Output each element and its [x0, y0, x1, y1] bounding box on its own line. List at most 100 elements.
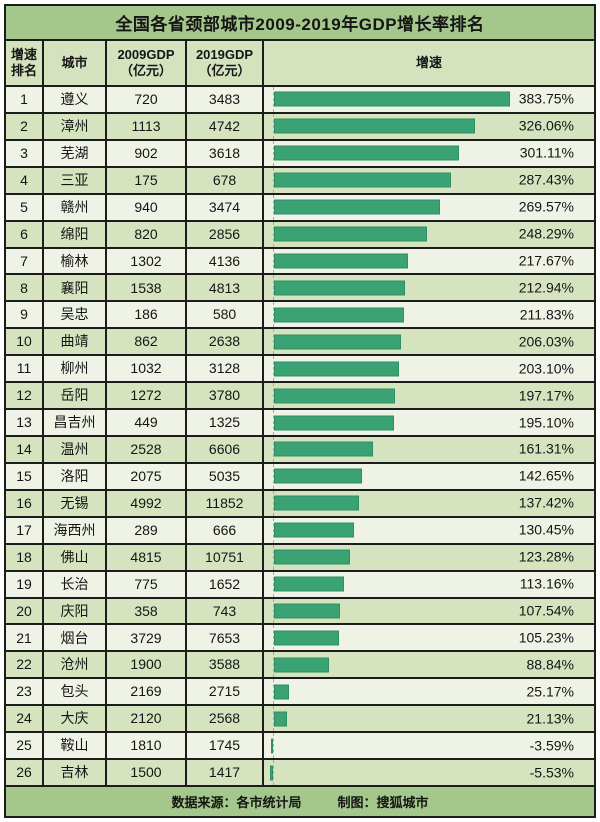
growth-percent-label: 21.13%: [526, 710, 574, 727]
gdp2019-cell: 1745: [187, 733, 264, 759]
gdp2009-cell: 358: [107, 598, 187, 624]
rank-cell: 5: [6, 194, 44, 220]
rank-cell: 4: [6, 167, 44, 193]
growth-percent-label: 206.03%: [518, 333, 574, 350]
bar-baseline: [273, 113, 274, 139]
bar-baseline: [273, 194, 274, 220]
table-row: 9 吴忠 186 580 211.83%: [6, 302, 594, 330]
growth-percent-label: 269.57%: [518, 198, 574, 215]
growth-cell: 301.11%: [264, 140, 594, 166]
growth-bar: [274, 199, 440, 215]
growth-bar: [274, 226, 427, 242]
gdp2009-cell: 289: [107, 517, 187, 543]
growth-cell: 21.13%: [264, 706, 594, 732]
growth-bar: [274, 684, 290, 700]
title-bar: 全国各省颈部城市2009-2019年GDP增长率排名: [6, 6, 594, 41]
growth-percent-label: 107.54%: [518, 602, 574, 619]
bar-baseline: [273, 679, 274, 705]
growth-percent-label: 195.10%: [518, 414, 574, 431]
rank-cell: 21: [6, 625, 44, 651]
table-row: 17 海西州 289 666 130.45%: [6, 517, 594, 545]
growth-percent-label: -5.53%: [529, 764, 574, 781]
gdp2009-cell: 2075: [107, 463, 187, 489]
gdp2009-cell: 186: [107, 302, 187, 328]
gdp2019-cell: 1652: [187, 571, 264, 597]
gdp2009-cell: 775: [107, 571, 187, 597]
rank-cell: 20: [6, 598, 44, 624]
rank-cell: 6: [6, 221, 44, 247]
growth-bar: [270, 738, 273, 754]
growth-percent-label: 383.75%: [518, 91, 574, 108]
rank-cell: 16: [6, 490, 44, 516]
gdp2019-cell: 1325: [187, 410, 264, 435]
city-cell: 沧州: [44, 652, 107, 678]
table-row: 24 大庆 2120 2568 21.13%: [6, 706, 594, 734]
gdp2019-cell: 3128: [187, 356, 264, 382]
growth-percent-label: 248.29%: [518, 225, 574, 242]
growth-cell: 206.03%: [264, 329, 594, 355]
gdp2019-cell: 2856: [187, 221, 264, 247]
bar-baseline: [273, 490, 274, 516]
growth-bar: [274, 361, 399, 377]
table-row: 25 鞍山 1810 1745 -3.59%: [6, 733, 594, 761]
growth-percent-label: 212.94%: [518, 279, 574, 296]
rank-cell: 3: [6, 140, 44, 166]
growth-cell: 130.45%: [264, 517, 594, 543]
table-row: 4 三亚 175 678 287.43%: [6, 167, 594, 195]
city-cell: 鞍山: [44, 733, 107, 759]
table-row: 22 沧州 1900 3588 88.84%: [6, 652, 594, 680]
growth-percent-label: -3.59%: [529, 737, 574, 754]
table-row: 19 长治 775 1652 113.16%: [6, 571, 594, 599]
table-row: 6 绵阳 820 2856 248.29%: [6, 221, 594, 249]
gdp2009-cell: 1900: [107, 652, 187, 678]
gdp2009-cell: 1113: [107, 113, 187, 139]
gdp2019-cell: 7653: [187, 625, 264, 651]
gdp2019-cell: 2638: [187, 329, 264, 355]
gdp2009-cell: 2528: [107, 436, 187, 462]
growth-cell: 197.17%: [264, 383, 594, 409]
rank-cell: 9: [6, 302, 44, 328]
table-row: 21 烟台 3729 7653 105.23%: [6, 625, 594, 653]
growth-cell: 203.10%: [264, 356, 594, 382]
bar-baseline: [273, 140, 274, 166]
growth-bar: [274, 441, 374, 457]
rank-cell: 22: [6, 652, 44, 678]
page-title: 全国各省颈部城市2009-2019年GDP增长率排名: [115, 15, 485, 34]
bar-baseline: [273, 87, 274, 112]
gdp2009-cell: 1500: [107, 760, 187, 785]
gdp2009-cell: 2169: [107, 679, 187, 705]
gdp2019-cell: 2715: [187, 679, 264, 705]
table-row: 23 包头 2169 2715 25.17%: [6, 679, 594, 707]
city-cell: 柳州: [44, 356, 107, 382]
city-cell: 昌吉州: [44, 410, 107, 435]
growth-cell: 326.06%: [264, 113, 594, 139]
growth-bar: [274, 468, 362, 484]
growth-bar: [269, 765, 273, 780]
gdp2009-cell: 3729: [107, 625, 187, 651]
gdp2009-cell: 4992: [107, 490, 187, 516]
rank-cell: 14: [6, 436, 44, 462]
growth-cell: -3.59%: [264, 733, 594, 759]
growth-bar: [274, 334, 401, 350]
bar-baseline: [273, 410, 274, 435]
bar-baseline: [273, 760, 274, 785]
city-cell: 赣州: [44, 194, 107, 220]
growth-bar: [274, 91, 510, 107]
gdp2019-cell: 3483: [187, 87, 264, 112]
city-cell: 洛阳: [44, 463, 107, 489]
growth-percent-label: 25.17%: [526, 683, 574, 700]
gdp2019-cell: 1417: [187, 760, 264, 785]
table-header: 增速 排名 城市 2009GDP （亿元） 2019GDP （亿元） 增速: [6, 41, 594, 87]
data-source-text: 数据来源：各市统计局: [171, 795, 302, 810]
growth-percent-label: 105.23%: [518, 629, 574, 646]
bar-baseline: [273, 517, 274, 543]
bar-baseline: [273, 652, 274, 678]
header-gdp2009: 2009GDP （亿元）: [107, 41, 187, 85]
bar-baseline: [273, 329, 274, 355]
city-cell: 绵阳: [44, 221, 107, 247]
bar-baseline: [273, 356, 274, 382]
table-row: 7 榆林 1302 4136 217.67%: [6, 248, 594, 276]
gdp2009-cell: 720: [107, 87, 187, 112]
table-row: 18 佛山 4815 10751 123.28%: [6, 544, 594, 572]
city-cell: 大庆: [44, 706, 107, 732]
